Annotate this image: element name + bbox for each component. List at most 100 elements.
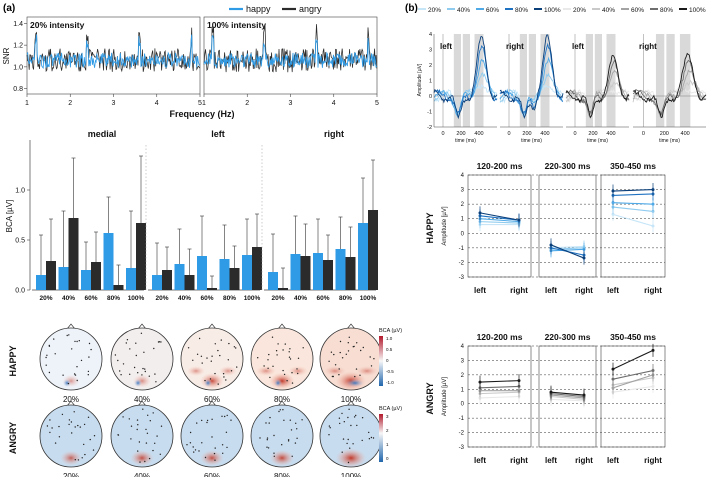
- topo-electrode: [211, 418, 213, 420]
- topo-electrode: [144, 370, 146, 373]
- topo-electrode: [370, 365, 373, 367]
- bca-bar-happy: [81, 270, 91, 290]
- bca-xtick-label: 80%: [339, 295, 352, 302]
- topo-electrode: [49, 419, 51, 421]
- topo-electrode: [160, 425, 163, 427]
- topo-electrode: [347, 438, 349, 441]
- bca-bar-happy: [242, 255, 252, 290]
- topo-electrode: [273, 452, 275, 454]
- bca-xtick-label: 60%: [316, 295, 329, 302]
- erp-xtick-label: 0: [573, 131, 576, 137]
- topo-electrode: [343, 421, 345, 423]
- topo-electrode: [88, 356, 90, 358]
- erp-shaded-window: [519, 34, 527, 127]
- panel-a-label: (a): [3, 3, 15, 14]
- topo-head: [250, 404, 314, 468]
- topo-column-label: 40%: [134, 395, 150, 404]
- topo-electrode: [219, 354, 221, 357]
- topo-electrode: [235, 347, 237, 349]
- topo-electrode: [295, 422, 297, 424]
- amp-series-line: [550, 391, 585, 396]
- amplitude-plots: HAPPY Amplitude [µV] 4 3 2 1 0 -1 -2 -3 120-200 ms…: [425, 161, 666, 465]
- topo-electrode: [373, 358, 375, 360]
- erp-xlabel: time (ms): [587, 138, 608, 144]
- amp-series-line: [612, 374, 654, 389]
- topo-head: [39, 404, 103, 468]
- topo-electrode: [330, 351, 333, 353]
- bca-bar-happy: [313, 253, 323, 290]
- topo-electrode: [196, 422, 198, 424]
- topo-hotspot-right: [356, 366, 378, 376]
- topo-electrode: [76, 340, 78, 343]
- amp-series-line: [550, 395, 585, 400]
- amp-ytick-label: 1: [461, 217, 465, 223]
- topo-nose: [277, 323, 287, 330]
- erp-ytick-label: 0: [429, 94, 432, 100]
- topo-electrode: [328, 360, 330, 362]
- erp-legend-angry-label: 60%: [631, 7, 644, 14]
- bca-xtick-label: 20%: [271, 295, 284, 302]
- topo-electrode: [159, 453, 161, 455]
- topo-colorbar-tick: -0.5: [386, 369, 394, 374]
- amp-xtick-label: right: [644, 286, 662, 295]
- amp-ytick-label: -2: [459, 260, 465, 266]
- topo-electrode: [74, 426, 76, 428]
- topo-electrode: [136, 419, 139, 421]
- erp-waveform-angry: [565, 82, 630, 118]
- amp-point: [611, 377, 615, 381]
- topo-colorbar-tick: 1.0: [386, 336, 393, 341]
- topo-electrode: [233, 346, 236, 348]
- topo-column-label: 20%: [63, 472, 79, 477]
- amp-series-line: [479, 221, 520, 224]
- amp-window-frame: [538, 174, 597, 278]
- amp-window-frame: [600, 174, 666, 278]
- topo-electrode: [129, 348, 131, 350]
- erp-xtick-label: 0: [441, 131, 444, 137]
- snr-ylabel: SNR: [2, 47, 11, 64]
- amp-point: [582, 393, 586, 397]
- bca-bar-happy: [36, 275, 46, 290]
- topo-electrode: [74, 374, 77, 376]
- amp-xtick-label: left: [474, 286, 486, 295]
- amp-xtick-label: right: [644, 456, 662, 465]
- erp-ytick-label: 3: [429, 48, 432, 54]
- amp-row-label: HAPPY: [425, 212, 435, 243]
- snr-xlabel: Frequency (Hz): [169, 109, 234, 119]
- topo-electrode: [217, 383, 219, 385]
- topo-electrode: [269, 416, 271, 419]
- topo-nose: [66, 323, 76, 330]
- topo-hotspot: [200, 450, 224, 466]
- bca-xtick-label: 100%: [244, 295, 261, 302]
- topo-electrode: [361, 417, 364, 419]
- amp-xtick-label: left: [607, 286, 619, 295]
- snr-xtick-label: 5: [198, 100, 202, 107]
- topo-hotspot-right: [288, 366, 308, 376]
- erp-hemisphere-label: right: [639, 42, 657, 51]
- topo-electrode: [73, 373, 76, 375]
- amp-point: [611, 189, 615, 193]
- topo-electrode: [350, 424, 352, 427]
- bca-bar-happy: [197, 256, 207, 290]
- topo-electrode: [266, 437, 269, 439]
- topo-nose: [277, 400, 287, 407]
- topo-electrode: [283, 373, 286, 376]
- topo-electrode: [226, 446, 228, 449]
- amp-point: [611, 386, 615, 390]
- topo-electrode: [222, 373, 225, 375]
- topo-electrode: [225, 431, 228, 433]
- bca-region-label: right: [324, 129, 344, 139]
- topo-row-label: ANGRY: [8, 422, 18, 454]
- topo-electrode: [289, 348, 291, 350]
- topo-electrode: [288, 351, 290, 353]
- topo-electrode: [70, 421, 73, 423]
- topo-electrode: [144, 368, 146, 370]
- erp-legend-angry-label: 20%: [573, 7, 586, 14]
- bca-bar-happy: [152, 275, 162, 290]
- topo-electrode: [236, 366, 238, 368]
- topo-electrode: [90, 348, 92, 351]
- topo-electrode: [46, 354, 48, 356]
- amp-series-line: [612, 385, 654, 393]
- topo-electrode: [268, 353, 270, 356]
- amp-window-title: 220-300 ms: [545, 161, 591, 171]
